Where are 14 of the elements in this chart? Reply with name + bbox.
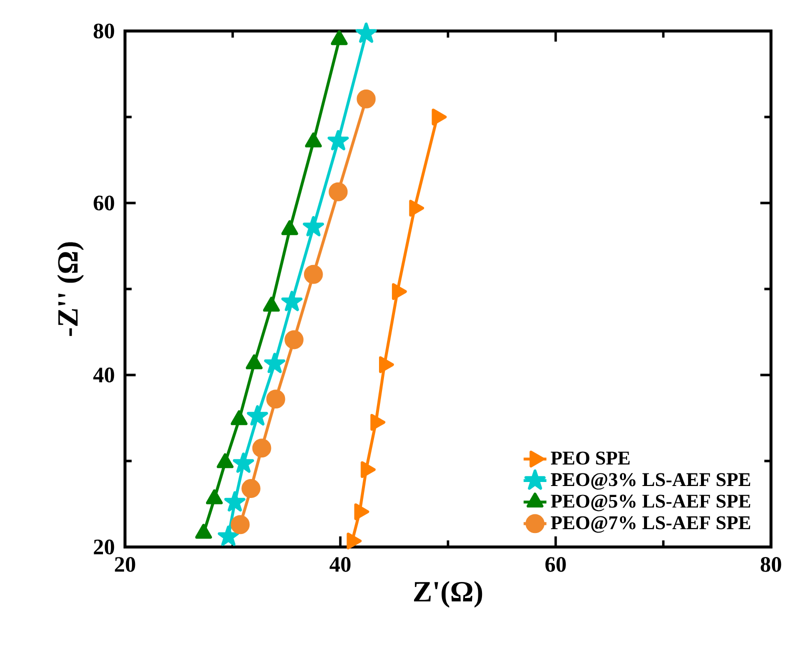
y-tick-label: 20	[94, 540, 114, 554]
y-axis-title: -Z'' (Ω)	[57, 242, 84, 336]
y-tick-label: 40	[93, 368, 114, 382]
x-tick-label: 40	[330, 557, 350, 572]
legend-label: PEO@3% LS-AEF SPE	[550, 473, 750, 490]
legend-label: PEO SPE	[550, 452, 630, 465]
legend-label: PEO@5% LS-AEF SPE	[550, 494, 750, 512]
x-axis-title: Z'(Ω)	[414, 581, 482, 608]
y-tick-label: 80	[94, 24, 114, 38]
x-tick-label: 80	[760, 557, 782, 572]
x-tick-label: 60	[545, 557, 566, 572]
y-tick-label: 60	[94, 196, 114, 210]
x-tick-label: 20	[114, 557, 136, 572]
legend-label: PEO@7% LS-AEF SPE	[550, 516, 750, 533]
